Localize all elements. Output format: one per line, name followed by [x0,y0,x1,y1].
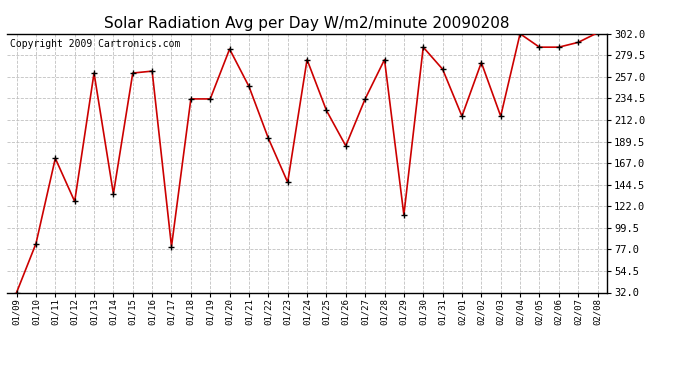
Title: Solar Radiation Avg per Day W/m2/minute 20090208: Solar Radiation Avg per Day W/m2/minute … [104,16,510,31]
Text: Copyright 2009 Cartronics.com: Copyright 2009 Cartronics.com [10,39,180,49]
